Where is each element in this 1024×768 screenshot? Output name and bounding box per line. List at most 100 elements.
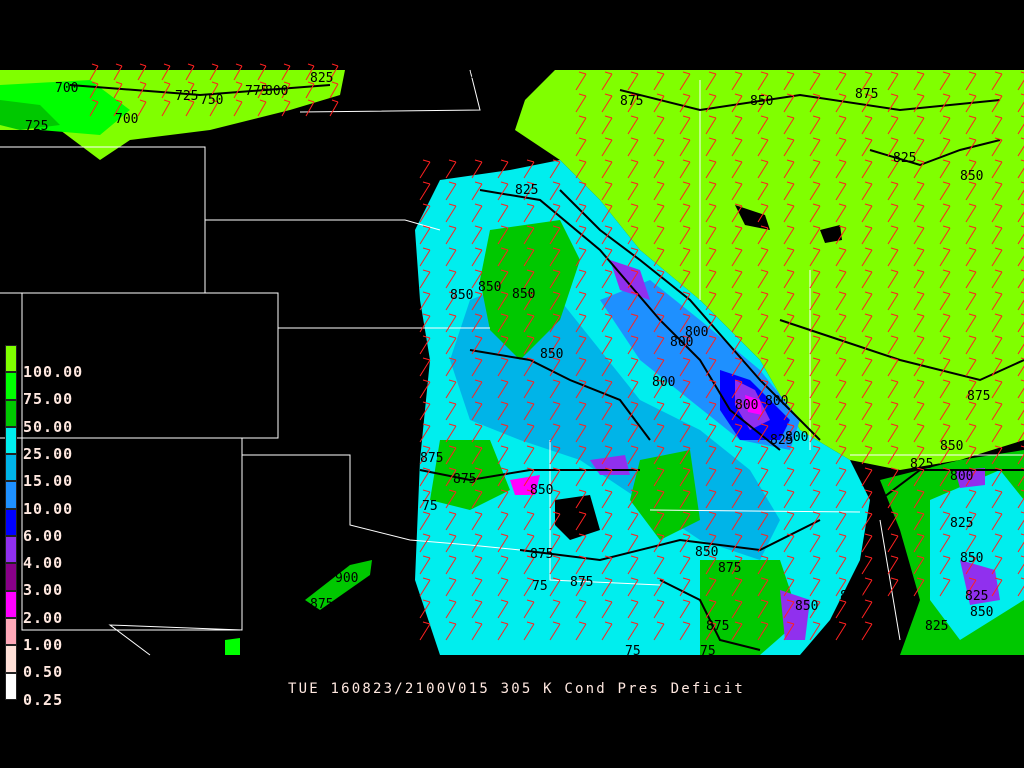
wind-barb: [601, 621, 613, 641]
wind-barb: [601, 291, 613, 311]
legend-swatch: [5, 508, 17, 537]
wind-barb: [965, 137, 977, 157]
wind-barb: [549, 599, 561, 619]
legend-swatch: [5, 536, 17, 564]
wind-barb: [679, 269, 691, 289]
wind-barb: [601, 93, 613, 113]
wind-barb: [809, 159, 821, 179]
wind-barb: [523, 445, 535, 465]
wind-barb: [913, 555, 925, 575]
wind-barb: [991, 489, 1003, 509]
wind-barb: [419, 203, 431, 223]
wind-barb: [471, 445, 483, 465]
wind-barb: [757, 357, 769, 377]
wind-barb: [809, 269, 821, 289]
wind-barb: [809, 225, 821, 245]
wind-barb: [783, 225, 795, 245]
wind-barb: [913, 445, 925, 465]
wind-barb: [887, 159, 899, 179]
wind-barb: [653, 115, 665, 135]
wind-barb: [783, 467, 795, 487]
wind-barb: [991, 203, 1003, 223]
wind-barb: [809, 93, 821, 113]
wind-barb: [939, 423, 951, 443]
wind-barb: [705, 445, 717, 465]
wind-barb: [809, 115, 821, 135]
wind-barb: [1017, 555, 1024, 575]
wind-barb: [445, 159, 457, 179]
wind-barb: [809, 467, 821, 487]
wind-barb: [471, 225, 483, 245]
contour-label: 850: [940, 439, 963, 454]
wind-barb: [185, 81, 195, 99]
wind-barb: [137, 81, 147, 99]
wind-barb: [783, 247, 795, 267]
wind-barb: [627, 137, 639, 157]
wind-barb: [575, 203, 587, 223]
wind-barb: [757, 115, 769, 135]
wind-barb: [419, 313, 431, 333]
contour-label: 825: [965, 589, 988, 604]
wind-barb: [601, 137, 613, 157]
wind-barb: [913, 203, 925, 223]
wind-barb: [445, 291, 457, 311]
wind-barb: [1017, 71, 1024, 91]
state-boundaries: [0, 69, 1024, 656]
wind-barb: [679, 71, 691, 91]
wind-barb: [601, 379, 613, 399]
wind-barb: [809, 401, 821, 421]
contour-label: 850: [478, 280, 501, 295]
wind-barb: [705, 401, 717, 421]
wind-barb: [913, 313, 925, 333]
wind-barb: [835, 621, 847, 641]
wind-barb: [305, 81, 315, 99]
wind-barb: [549, 335, 561, 355]
contour-label: 875: [530, 547, 553, 562]
wind-barb: [705, 93, 717, 113]
wind-barb: [679, 379, 691, 399]
wind-barb: [965, 357, 977, 377]
wind-barb: [861, 489, 873, 509]
wind-barb: [471, 313, 483, 333]
wind-barb: [419, 555, 431, 575]
contour-label: 75: [532, 579, 548, 594]
wind-barb: [861, 269, 873, 289]
wind-barb: [679, 247, 691, 267]
wind-barb: [705, 291, 717, 311]
wind-barb: [887, 291, 899, 311]
wind-barb: [471, 357, 483, 377]
wind-barb: [887, 71, 899, 91]
wind-barb: [497, 489, 509, 509]
wind-barb: [913, 533, 925, 553]
wind-barb: [679, 577, 691, 597]
wind-barb: [835, 71, 847, 91]
wind-barb: [497, 203, 509, 223]
wind-barb: [601, 467, 613, 487]
wind-barb: [679, 203, 691, 223]
wind-barb: [783, 445, 795, 465]
wind-barb: [445, 555, 457, 575]
wind-barb: [575, 401, 587, 421]
contour-label: 875: [570, 575, 593, 590]
wind-barb: [991, 313, 1003, 333]
wind-barb: [887, 247, 899, 267]
wind-barb: [939, 269, 951, 289]
wind-barb: [329, 63, 339, 81]
wind-barb: [965, 555, 977, 575]
wind-barb: [913, 115, 925, 135]
contour-label: 850: [695, 545, 718, 560]
wind-barb: [913, 489, 925, 509]
wind-barb: [913, 93, 925, 113]
wind-barb: [523, 357, 535, 377]
wind-barb: [523, 511, 535, 531]
wind-barb: [705, 313, 717, 333]
wind-barb: [809, 247, 821, 267]
wind-barb: [471, 555, 483, 575]
legend-swatch: [5, 345, 17, 373]
wind-barb: [939, 467, 951, 487]
contour-label: 850: [960, 169, 983, 184]
wind-barb: [887, 401, 899, 421]
wind-barb: [757, 203, 769, 223]
contour-label: 725: [25, 119, 48, 134]
contour-label: 875: [310, 597, 333, 612]
